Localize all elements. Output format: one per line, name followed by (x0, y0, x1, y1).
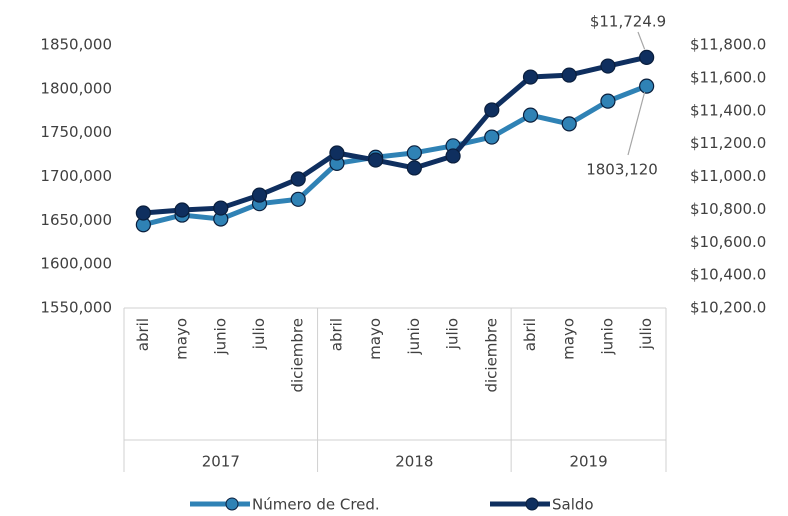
y-tick-label: 1850,000 (40, 36, 112, 54)
y-tick-label: 1800,000 (40, 79, 112, 97)
x-tick-label: mayo (560, 318, 578, 360)
series-marker (484, 129, 500, 145)
series-marker (406, 145, 422, 161)
x-tick-label: mayo (173, 318, 191, 360)
y-tick-label: 1700,000 (40, 167, 112, 185)
series-marker (484, 102, 500, 118)
series-marker (329, 145, 345, 161)
series-marker (368, 152, 384, 168)
y2-tick-label: $11,800.0 (690, 36, 766, 54)
y2-tick-label: $11,400.0 (690, 101, 766, 119)
legend-marker (225, 497, 239, 511)
y2-tick-label: $11,600.0 (690, 68, 766, 86)
leader-line (627, 91, 646, 156)
y2-tick-label: $10,400.0 (690, 266, 766, 284)
series-marker (213, 200, 229, 216)
y-tick-label: 1550,000 (40, 299, 112, 317)
data-label: 1803,120 (586, 161, 658, 179)
series-marker (522, 107, 539, 123)
series-marker (135, 205, 151, 221)
data-label: $11,724.9 (590, 13, 666, 31)
x-tick-label: julio (637, 318, 655, 350)
x-tick-label: mayo (366, 318, 384, 360)
series-marker (639, 49, 655, 65)
series-marker (290, 171, 306, 187)
series-marker (600, 58, 616, 74)
legend-label: Número de Cred. (252, 496, 380, 514)
x-tick-label: junio (405, 318, 423, 356)
x-tick-label: julio (444, 318, 462, 350)
y2-tick-label: $11,200.0 (690, 134, 766, 152)
x-tick-label: julio (250, 318, 268, 350)
legend-label: Saldo (552, 496, 594, 514)
series-marker (174, 202, 190, 218)
x-group-label: 2018 (395, 453, 433, 471)
y-tick-label: 1750,000 (40, 123, 112, 141)
x-tick-label: junio (598, 318, 616, 356)
series-marker (445, 148, 461, 164)
series-marker (639, 78, 655, 94)
x-tick-label: diciembre (482, 318, 500, 393)
y2-tick-label: $10,200.0 (690, 299, 766, 317)
leader-line (637, 31, 646, 50)
x-tick-label: junio (211, 318, 229, 356)
series-marker (290, 191, 306, 207)
x-group-label: 2019 (569, 453, 607, 471)
y2-tick-label: $11,000.0 (690, 167, 766, 185)
series-marker (600, 93, 616, 109)
legend-marker (525, 497, 539, 511)
series-marker (522, 69, 539, 85)
y2-tick-label: $10,600.0 (690, 233, 766, 251)
x-tick-label: abril (327, 318, 345, 351)
y-tick-label: 1600,000 (40, 255, 112, 273)
series-marker (561, 116, 577, 132)
x-tick-label: abril (521, 318, 539, 351)
y2-tick-label: $10,800.0 (690, 200, 766, 218)
series-marker (406, 160, 422, 176)
x-tick-label: diciembre (289, 318, 307, 393)
x-tick-label: abril (134, 318, 152, 351)
y-tick-label: 1650,000 (40, 211, 112, 229)
x-group-label: 2017 (202, 453, 240, 471)
series-marker (251, 187, 268, 203)
series-marker (561, 67, 577, 83)
